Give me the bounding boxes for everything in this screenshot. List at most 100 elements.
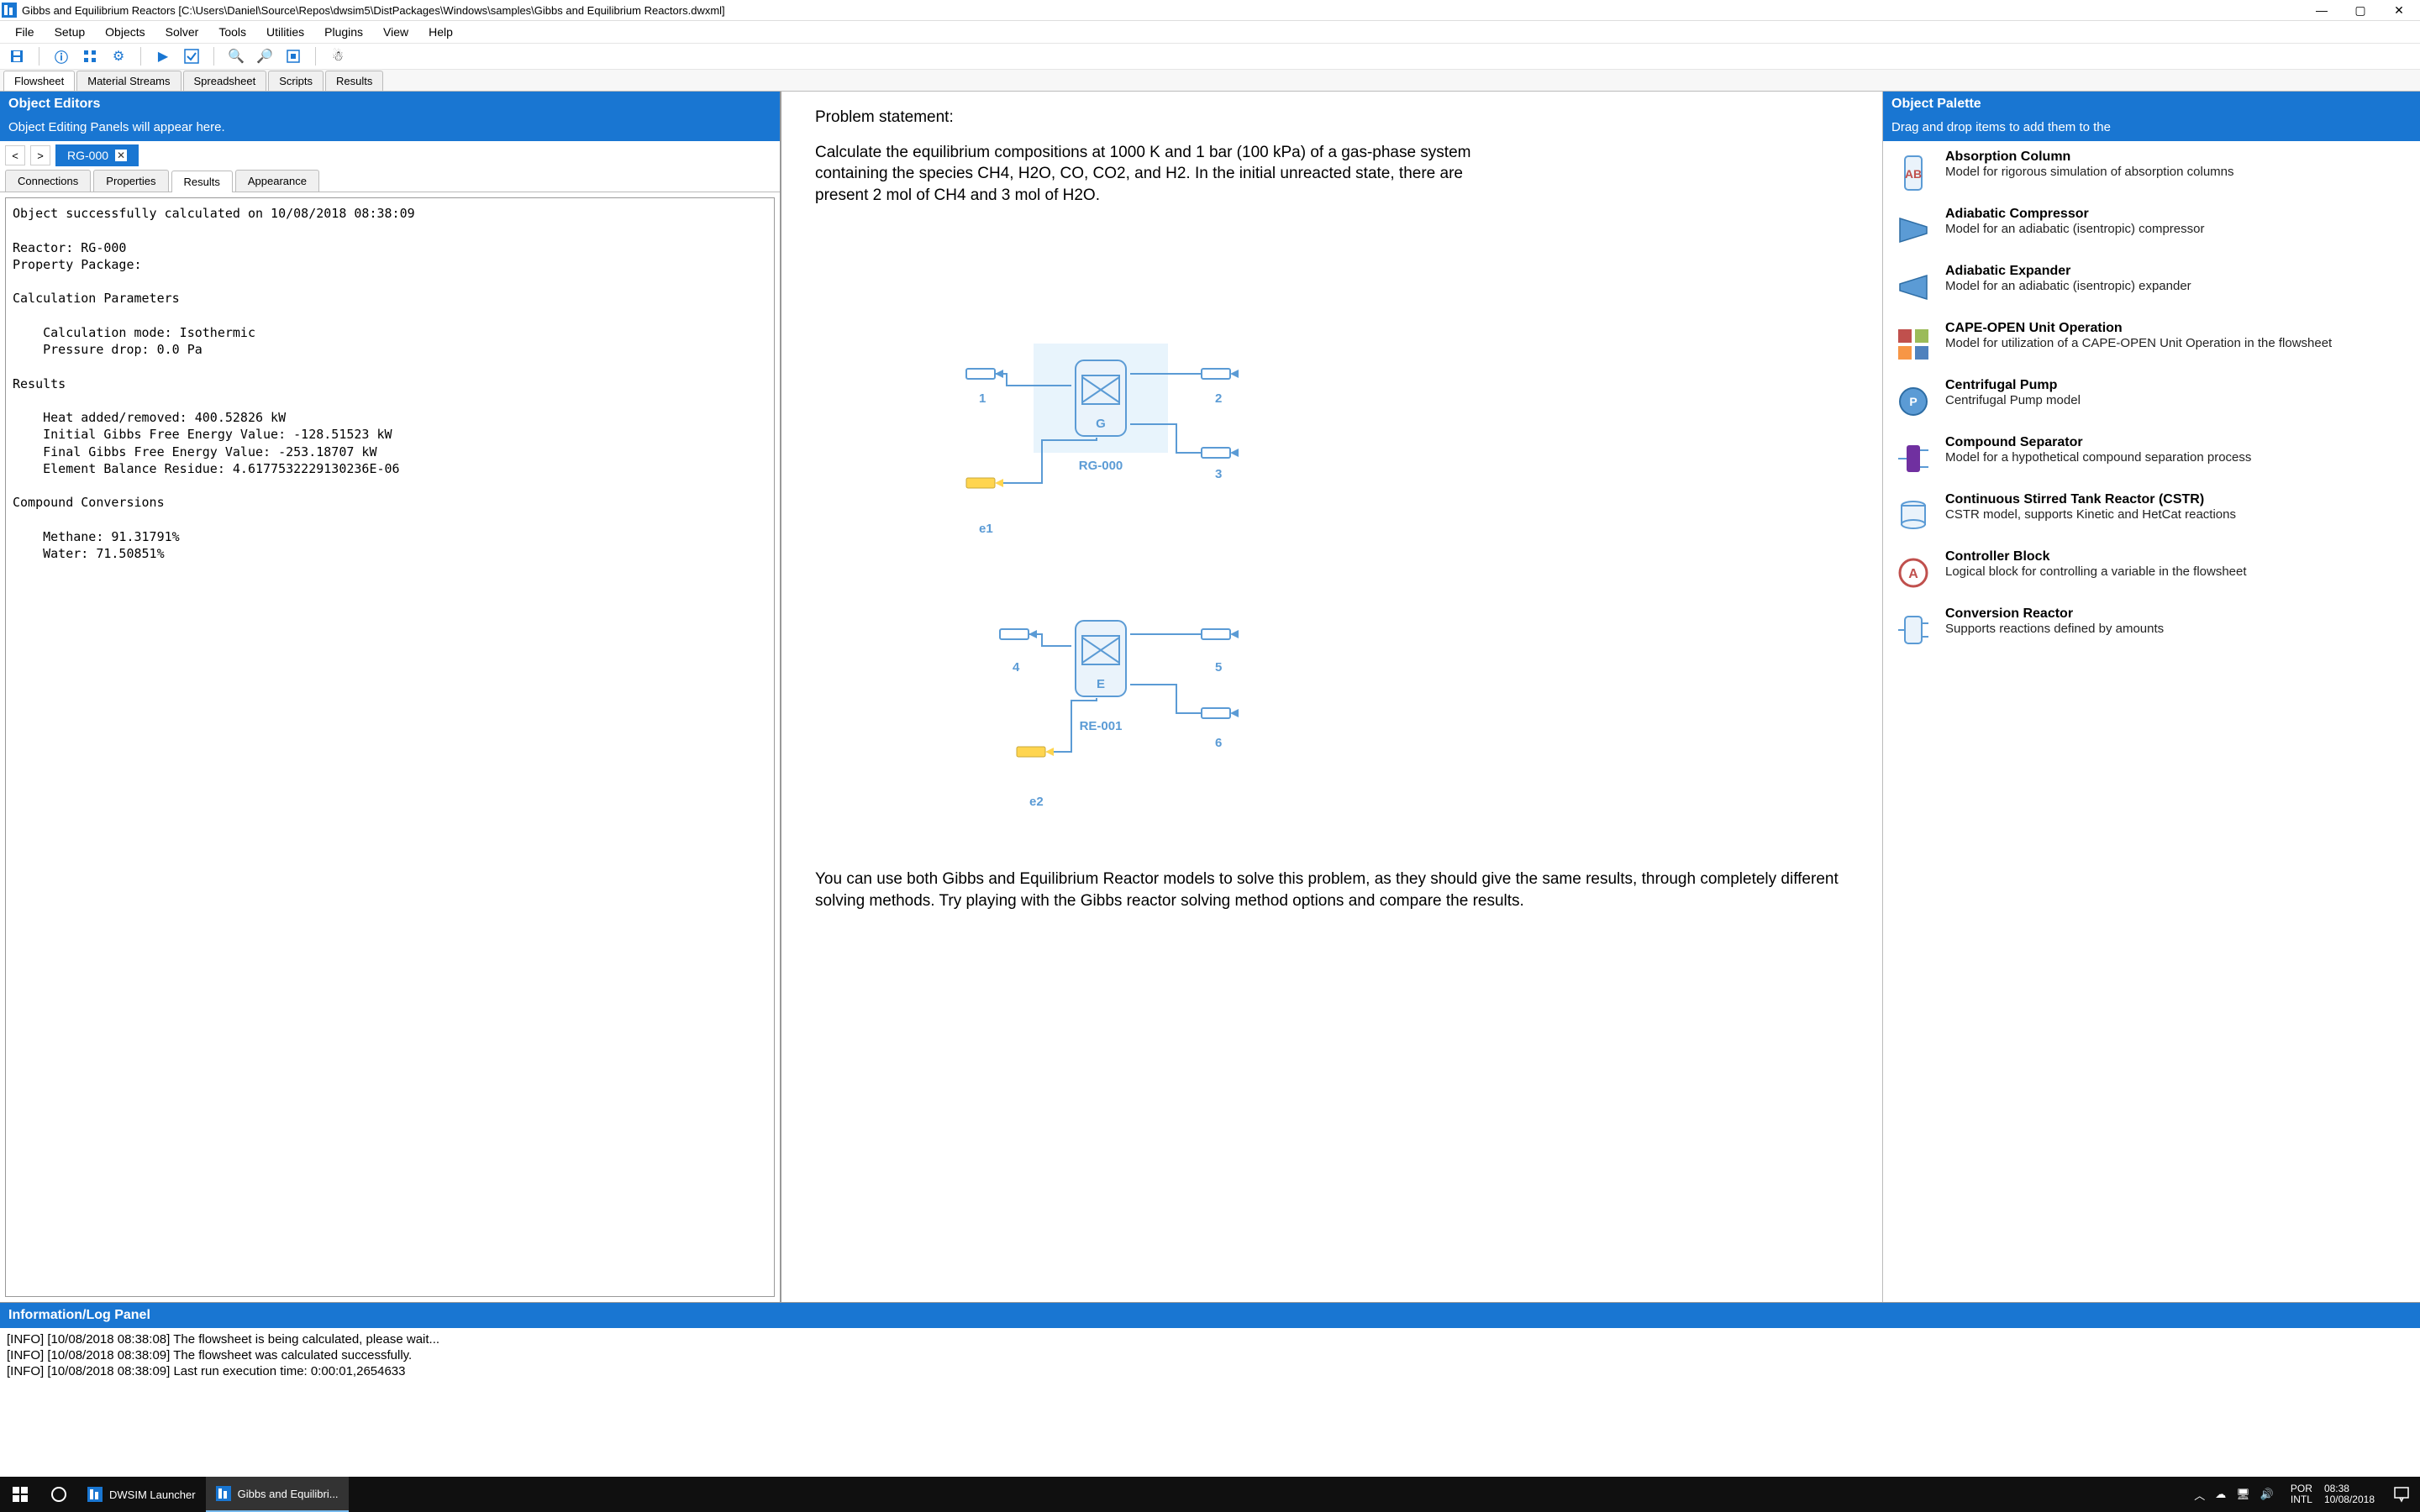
menubar: File Setup Objects Solver Tools Utilitie… — [0, 21, 2420, 43]
info-icon[interactable]: ⓘ — [51, 46, 71, 66]
palette-item-name: Centrifugal Pump — [1945, 378, 2081, 393]
palette-sub: Drag and drop items to add them to the — [1883, 117, 2420, 141]
settings-icon[interactable]: ⚙ — [108, 46, 129, 66]
grid-icon[interactable] — [80, 46, 100, 66]
menu-solver[interactable]: Solver — [155, 22, 209, 42]
svg-text:AB: AB — [1905, 167, 1922, 181]
palette-item-desc: Supports reactions defined by amounts — [1945, 622, 2164, 637]
taskbar: DWSIM Launcher Gibbs and Equilibri... ︿ … — [0, 1477, 2420, 1512]
svg-text:G: G — [1096, 417, 1106, 431]
tab-spreadsheet[interactable]: Spreadsheet — [183, 71, 267, 91]
menu-plugins[interactable]: Plugins — [314, 22, 373, 42]
palette-item[interactable]: CAPE-OPEN Unit OperationModel for utiliz… — [1886, 316, 2417, 373]
palette-item-desc: Centrifugal Pump model — [1945, 393, 2081, 408]
tab-flowsheet[interactable]: Flowsheet — [3, 71, 75, 91]
results-text: Object successfully calculated on 10/08/… — [5, 197, 775, 1297]
flowsheet-diagram: G RG-000 1 2 3 — [899, 344, 1336, 864]
label-2: 2 — [1215, 391, 1222, 406]
palette-item-name: Continuous Stirred Tank Reactor (CSTR) — [1945, 492, 2236, 507]
svg-text:E: E — [1097, 677, 1105, 691]
reactor-re001[interactable]: E — [1076, 621, 1126, 696]
palette-item[interactable]: Continuous Stirred Tank Reactor (CSTR)CS… — [1886, 487, 2417, 544]
fit-icon[interactable] — [283, 46, 303, 66]
stream-5[interactable] — [1130, 629, 1239, 639]
proptab-properties[interactable]: Properties — [93, 170, 168, 192]
palette-item[interactable]: Adiabatic ExpanderModel for an adiabatic… — [1886, 259, 2417, 316]
label-re001: RE-001 — [1080, 719, 1123, 733]
tray-network-icon[interactable]: 🖥 — [2236, 1488, 2250, 1501]
menu-setup[interactable]: Setup — [45, 22, 96, 42]
log-body: [INFO] [10/08/2018 08:38:08] The flowshe… — [0, 1328, 2420, 1477]
check-icon[interactable] — [182, 46, 202, 66]
maximize-button[interactable]: ▢ — [2341, 0, 2380, 21]
log-header: Information/Log Panel — [0, 1303, 2420, 1328]
menu-help[interactable]: Help — [418, 22, 463, 42]
play-icon[interactable]: ▶ — [153, 46, 173, 66]
proptab-results[interactable]: Results — [171, 171, 233, 192]
palette-item[interactable]: Compound SeparatorModel for a hypothetic… — [1886, 430, 2417, 487]
zoom-in-icon[interactable]: 🔍 — [226, 46, 246, 66]
menu-utilities[interactable]: Utilities — [256, 22, 314, 42]
toolbar: ⓘ ⚙ ▶ 🔍 🔎 ☃ — [0, 43, 2420, 70]
palette-item-name: CAPE-OPEN Unit Operation — [1945, 321, 2332, 336]
object-tab[interactable]: RG-000 ✕ — [55, 144, 139, 166]
tab-results[interactable]: Results — [325, 71, 383, 91]
palette-icon — [1890, 492, 1937, 539]
palette-item[interactable]: Conversion ReactorSupports reactions def… — [1886, 601, 2417, 659]
stream-6[interactable] — [1130, 685, 1239, 718]
tab-scripts[interactable]: Scripts — [268, 71, 324, 91]
taskbar-app-dwsim[interactable]: DWSIM Launcher — [77, 1477, 206, 1512]
zoom-out-icon[interactable]: 🔎 — [255, 46, 275, 66]
system-tray[interactable]: ︿ ☁ 🖥 🔊 — [2186, 1487, 2282, 1503]
palette-item-desc: Model for an adiabatic (isentropic) comp… — [1945, 222, 2204, 237]
object-editors-header: Object Editors — [0, 92, 780, 117]
tray-onedrive-icon[interactable]: ☁ — [2215, 1488, 2226, 1501]
notifications-button[interactable] — [2383, 1477, 2420, 1512]
palette-icon — [1890, 606, 1937, 654]
palette-icon: A — [1890, 549, 1937, 596]
palette-item[interactable]: Adiabatic CompressorModel for an adiabat… — [1886, 202, 2417, 259]
menu-file[interactable]: File — [5, 22, 45, 42]
palette-icon — [1890, 321, 1937, 368]
tab-material-streams[interactable]: Material Streams — [76, 71, 181, 91]
proptab-connections[interactable]: Connections — [5, 170, 91, 192]
nav-next-button[interactable]: > — [30, 145, 50, 165]
palette-item-name: Adiabatic Expander — [1945, 264, 2191, 279]
label-6: 6 — [1215, 736, 1222, 750]
taskbar-app-gibbs[interactable]: Gibbs and Equilibri... — [206, 1477, 349, 1512]
palette-item[interactable]: P Centrifugal PumpCentrifugal Pump model — [1886, 373, 2417, 430]
palette-item-desc: Model for utilization of a CAPE-OPEN Uni… — [1945, 336, 2332, 351]
menu-tools[interactable]: Tools — [208, 22, 256, 42]
cortana-button[interactable] — [40, 1477, 77, 1512]
palette-icon: P — [1890, 378, 1937, 425]
minimize-button[interactable]: — — [2302, 0, 2341, 21]
taskbar-clock[interactable]: POR08:38 INTL10/08/2018 — [2282, 1483, 2383, 1505]
label-4: 4 — [1013, 660, 1020, 675]
nav-prev-button[interactable]: < — [5, 145, 25, 165]
object-tab-close-icon[interactable]: ✕ — [115, 150, 127, 161]
snowman-icon[interactable]: ☃ — [328, 46, 348, 66]
object-editors-sub: Object Editing Panels will appear here. — [0, 117, 780, 141]
proptab-appearance[interactable]: Appearance — [235, 170, 319, 192]
menu-view[interactable]: View — [373, 22, 418, 42]
log-line: [INFO] [10/08/2018 08:38:09] Last run ex… — [7, 1363, 2413, 1379]
tray-volume-icon[interactable]: 🔊 — [2260, 1488, 2274, 1501]
start-button[interactable] — [0, 1477, 40, 1512]
palette-item-desc: Model for a hypothetical compound separa… — [1945, 450, 2251, 465]
palette-item[interactable]: ABAbsorption ColumnModel for rigorous si… — [1886, 144, 2417, 202]
window-title: Gibbs and Equilibrium Reactors [C:\Users… — [22, 4, 2302, 17]
palette-item-desc: Model for an adiabatic (isentropic) expa… — [1945, 279, 2191, 294]
stream-4[interactable] — [1000, 629, 1071, 646]
problem-body: Calculate the equilibrium compositions a… — [815, 142, 1504, 207]
tray-chevron-icon[interactable]: ︿ — [2194, 1487, 2205, 1503]
svg-text:P: P — [1909, 395, 1917, 408]
reactor-rg000[interactable]: G — [1076, 360, 1126, 436]
log-line: [INFO] [10/08/2018 08:38:08] The flowshe… — [7, 1331, 2413, 1347]
palette-item[interactable]: AController BlockLogical block for contr… — [1886, 544, 2417, 601]
flowsheet-canvas[interactable]: Problem statement: Calculate the equilib… — [781, 92, 1882, 1302]
label-3: 3 — [1215, 467, 1222, 481]
close-button[interactable]: ✕ — [2380, 0, 2418, 21]
save-icon[interactable] — [7, 46, 27, 66]
object-editors-panel: Object Editors Object Editing Panels wil… — [0, 92, 781, 1302]
menu-objects[interactable]: Objects — [95, 22, 155, 42]
